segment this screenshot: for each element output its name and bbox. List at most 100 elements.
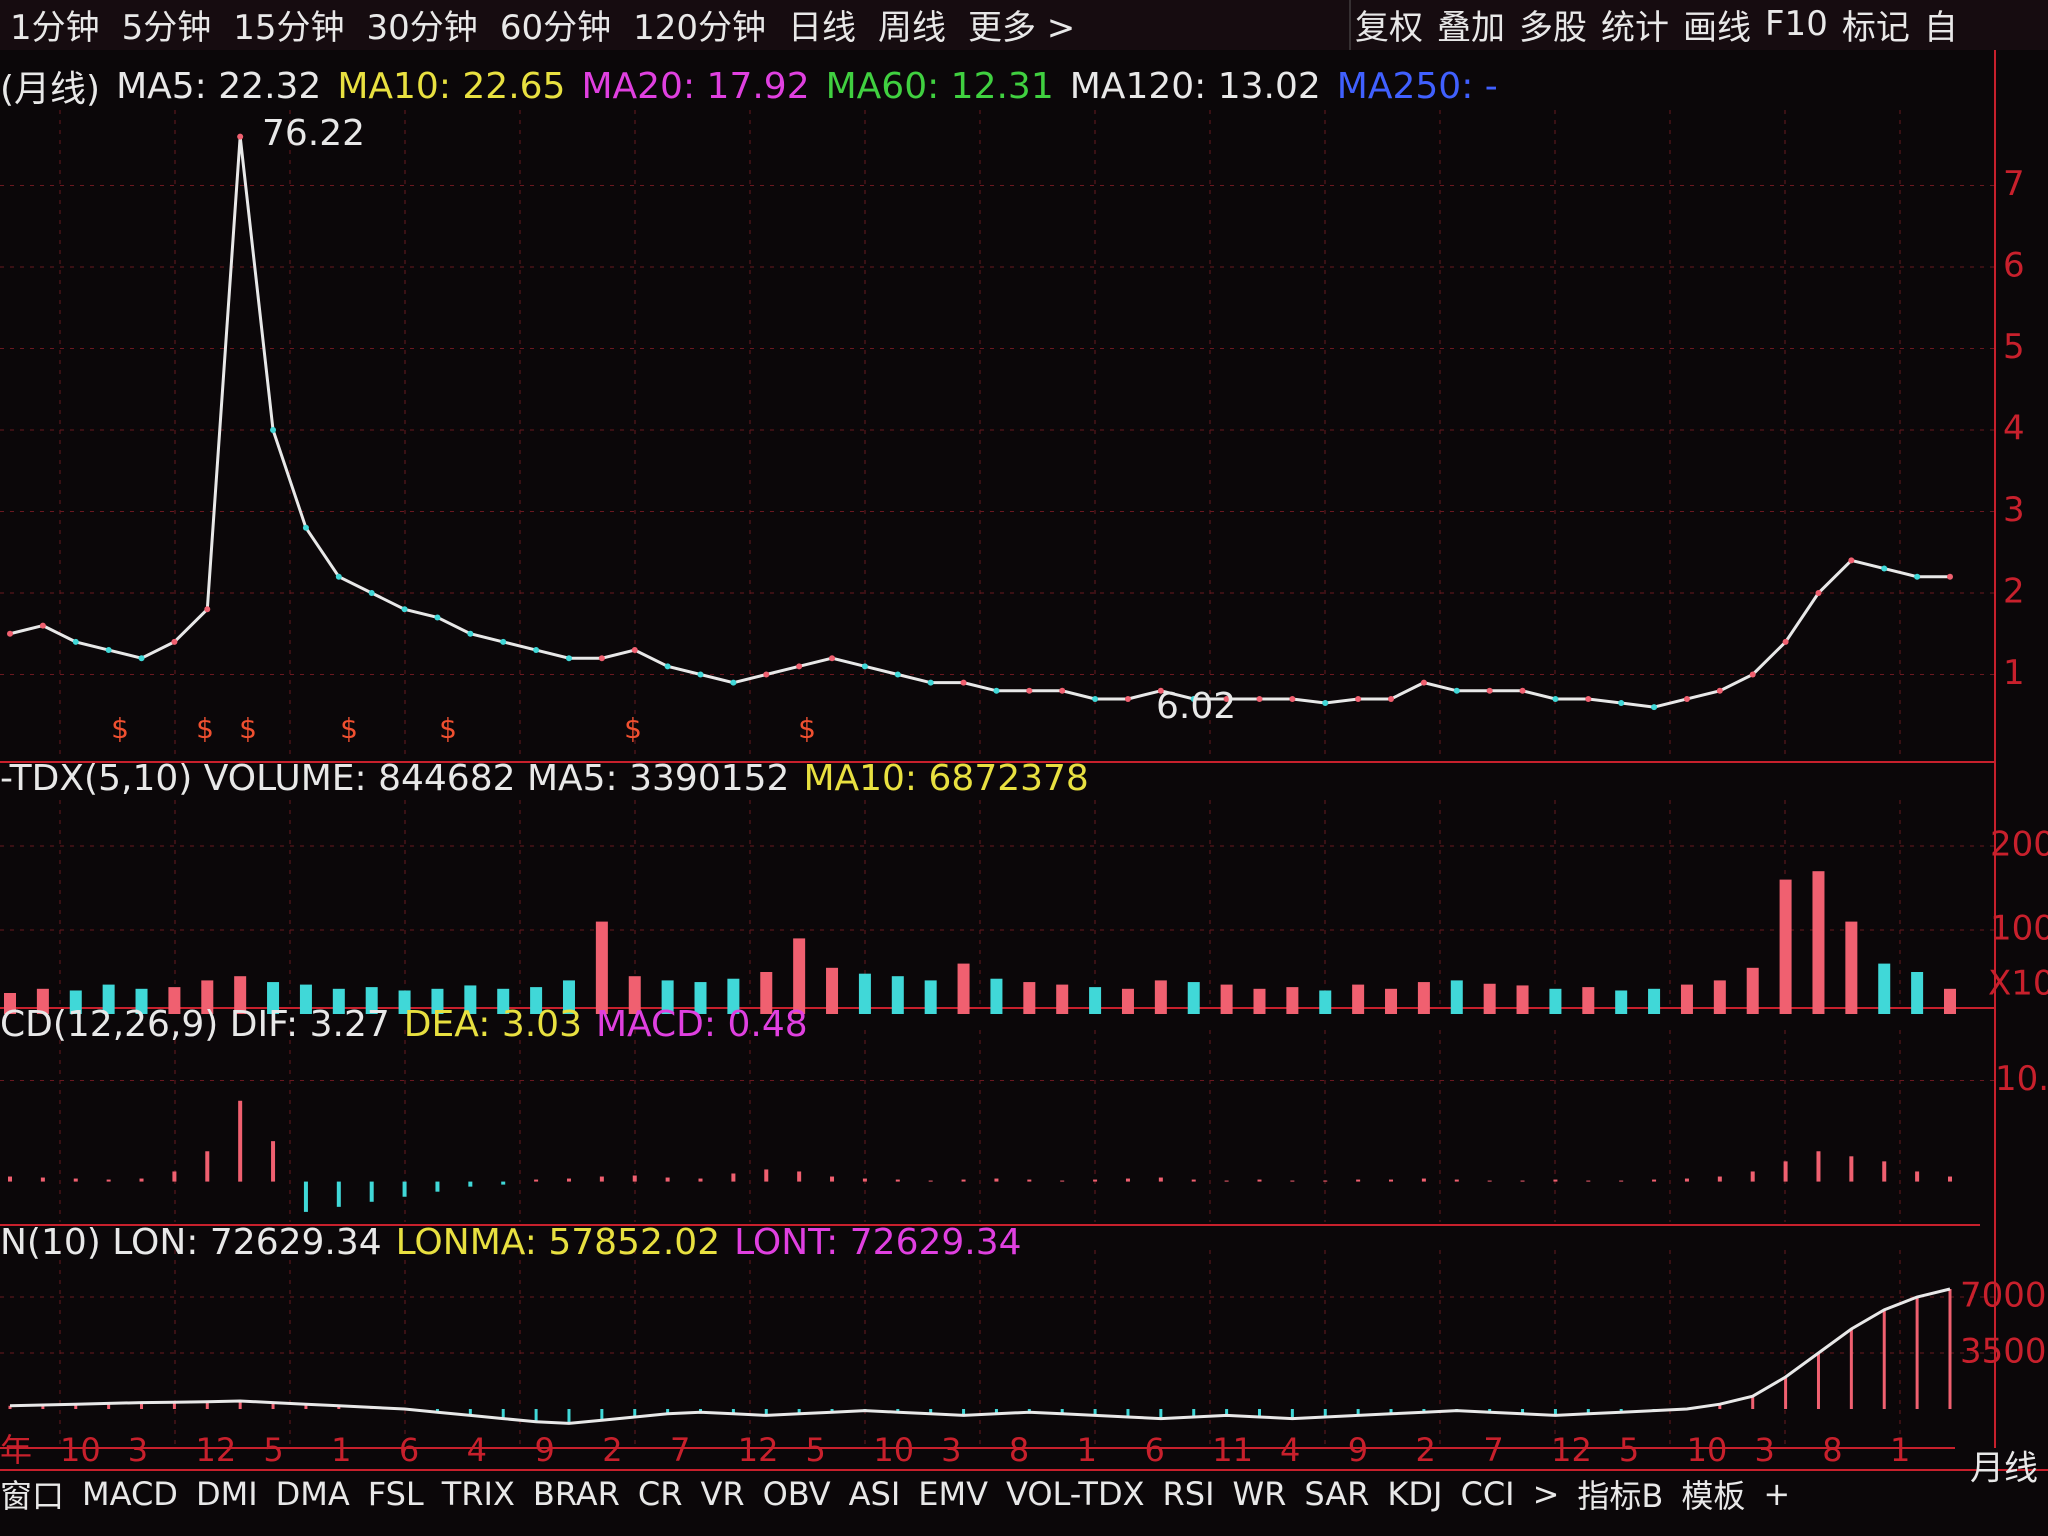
x-tick-label: 年 <box>0 1431 32 1469</box>
y-tick-label: 2 <box>2003 572 2025 612</box>
volume-bar <box>1944 988 1956 1014</box>
period-button[interactable]: 15分钟 <box>233 7 345 48</box>
volume-bar <box>464 985 477 1014</box>
volume-bar <box>1746 967 1759 1014</box>
tab[interactable]: BRAR <box>532 1475 620 1513</box>
toolbar-tools: 复权 叠加 多股 统计 画线 F10 标记自 <box>1355 2 1958 48</box>
price-point <box>1618 700 1625 707</box>
volume-bar <box>36 988 49 1014</box>
tab[interactable]: VR <box>700 1475 745 1513</box>
y-tick-label: 100 <box>1990 909 2048 949</box>
volume-bar <box>793 938 806 1014</box>
y-tick-label: 200 <box>1990 825 2048 865</box>
panel-title: (月线) <box>0 69 101 110</box>
tab[interactable]: SAR <box>1304 1475 1370 1513</box>
tab[interactable]: > <box>1532 1475 1560 1513</box>
tab[interactable]: RSI <box>1162 1475 1215 1513</box>
price-point <box>763 671 770 678</box>
tab[interactable]: KDJ <box>1387 1475 1443 1513</box>
tab[interactable]: OBV <box>762 1475 831 1513</box>
x-tick-label: 3 <box>1754 1431 1774 1469</box>
tab[interactable]: TRIX <box>441 1475 515 1513</box>
tab[interactable]: MACD <box>82 1475 178 1513</box>
tool-button[interactable]: 自 <box>1923 7 1958 48</box>
volume-bar <box>826 967 839 1014</box>
period-button[interactable]: 日线 <box>787 7 856 48</box>
tool-button[interactable]: 标记 <box>1841 7 1910 48</box>
y-tick-label: 10.0 <box>1995 1059 2048 1099</box>
period-button[interactable]: 120分钟 <box>633 7 766 48</box>
volume-bar <box>497 988 510 1014</box>
volume-bar <box>1089 987 1102 1014</box>
volume-bar <box>1352 984 1365 1014</box>
lon-line <box>9 1287 1951 1425</box>
tab[interactable]: CR <box>637 1475 683 1513</box>
indicator-value: LONMA: 57852.02 <box>395 1221 721 1263</box>
price-point <box>1881 565 1888 572</box>
indicator-value: DEA: 3.03 <box>403 1003 582 1045</box>
tab[interactable]: EMV <box>918 1475 989 1513</box>
tab[interactable]: + <box>1763 1475 1791 1513</box>
price-point <box>1914 573 1921 580</box>
tool-button[interactable]: 统计 <box>1601 7 1669 48</box>
tab[interactable]: WR <box>1232 1475 1287 1513</box>
volume-bar <box>1648 988 1661 1014</box>
tab[interactable]: ASI <box>848 1475 901 1513</box>
period-button[interactable]: 5分钟 <box>121 7 212 48</box>
volume-bar <box>365 987 378 1014</box>
tool-button[interactable]: F10 <box>1765 4 1828 44</box>
price-point <box>598 655 605 662</box>
tool-button[interactable]: 多股 <box>1519 7 1587 48</box>
price-point <box>664 663 671 670</box>
volume-bar <box>891 976 904 1014</box>
price-point <box>894 671 901 678</box>
y-tick-label: 7 <box>2003 164 2025 204</box>
price-point <box>7 630 13 637</box>
price-point <box>1749 671 1756 678</box>
price-point <box>993 687 1000 694</box>
volume-bar <box>1286 987 1299 1014</box>
price-point <box>796 663 803 670</box>
volume-bar <box>1549 988 1562 1014</box>
toolbar-bg <box>0 0 2048 50</box>
toolbar: 1分钟 5分钟 15分钟 30分钟 60分钟 120分钟 日线 周线 更多 > <box>10 2 1076 48</box>
x-tick-label: 12 <box>1551 1431 1592 1469</box>
price-point <box>1815 590 1822 596</box>
tab[interactable]: DMA <box>275 1475 350 1513</box>
tool-button[interactable]: 画线 <box>1683 7 1751 48</box>
tab[interactable]: DMI <box>195 1475 258 1513</box>
indicator-value: CD(12,26,9) DIF: 3.27 <box>0 1003 390 1045</box>
period-button[interactable]: 更多 > <box>967 7 1076 48</box>
y-tick-label: 7000 <box>1960 1276 2047 1316</box>
indicator-header: N(10) LON: 72629.34 LONMA: 57852.02 LONT: … <box>0 1220 1022 1264</box>
tab[interactable]: 模板 <box>1681 1477 1746 1515</box>
period-button[interactable]: 周线 <box>877 7 946 48</box>
x-tick-label: 5 <box>1619 1431 1639 1469</box>
price-point <box>565 655 572 662</box>
indicator-value: MA250: - <box>1336 65 1498 107</box>
volume-bar <box>1680 984 1693 1014</box>
price-point <box>237 133 244 140</box>
volume-bar <box>595 921 608 1014</box>
price-point <box>1453 687 1460 694</box>
y-tick-label: 3 <box>2003 490 2025 530</box>
x-tick-label: 8 <box>1822 1431 1842 1469</box>
tab[interactable]: 指标B <box>1577 1477 1664 1515</box>
period-button[interactable]: 30分钟 <box>366 7 478 48</box>
tool-button[interactable]: 叠加 <box>1437 7 1505 48</box>
tab[interactable]: VOL-TDX <box>1006 1475 1145 1513</box>
tool-button[interactable]: 复权 <box>1355 7 1423 48</box>
volume-bar <box>1056 984 1069 1014</box>
price-point <box>72 638 79 645</box>
price-point <box>697 671 704 678</box>
period-button[interactable]: 60分钟 <box>499 7 612 48</box>
tab[interactable]: FSL <box>367 1475 424 1513</box>
price-point <box>1190 695 1197 702</box>
volume-bar <box>1582 987 1595 1014</box>
period-button[interactable]: 1分钟 <box>10 7 100 48</box>
price-point <box>171 638 178 645</box>
tab[interactable]: CCI <box>1460 1475 1515 1513</box>
tab[interactable]: 窗口 <box>0 1477 65 1515</box>
y-tick-label: 4 <box>2003 409 2025 449</box>
y-tick-label: 1 <box>2003 653 2025 693</box>
